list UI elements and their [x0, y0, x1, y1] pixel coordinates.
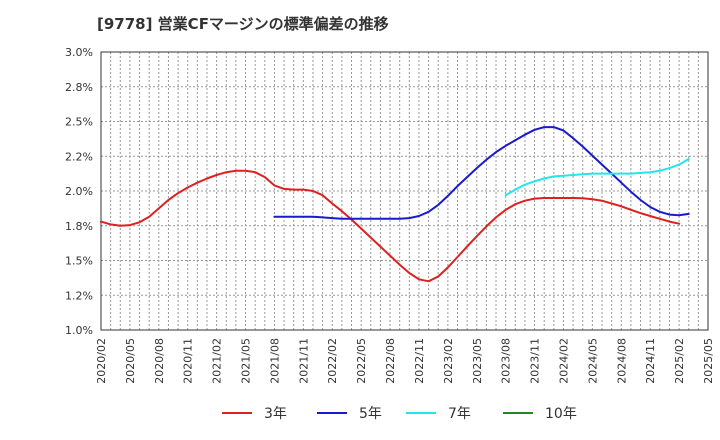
x-tick-label: 2025/05 — [702, 338, 715, 384]
legend-label-0: 3年 — [264, 406, 287, 422]
x-tick-label: 2020/11 — [182, 338, 195, 384]
legend-label-3: 10年 — [545, 406, 577, 422]
x-tick-label: 2023/02 — [442, 338, 455, 384]
series-lines — [100, 126, 690, 283]
x-tick-label: 2024/02 — [557, 338, 570, 384]
x-tick-label: 2022/08 — [384, 338, 397, 384]
x-tick-label: 2022/02 — [326, 338, 339, 384]
x-tick-label: 2024/08 — [615, 338, 628, 384]
y-tick-label: 3.0% — [65, 46, 93, 59]
legend-label-2: 7年 — [448, 406, 471, 422]
y-tick-label: 1.0% — [65, 324, 93, 337]
y-tick-label: 2.5% — [65, 116, 93, 129]
series-line-0 — [100, 169, 681, 283]
x-tick-label: 2022/05 — [355, 338, 368, 384]
x-tick-label: 2021/11 — [297, 338, 310, 384]
x-tick-label: 2025/02 — [673, 338, 686, 384]
legend-label-1: 5年 — [359, 406, 382, 422]
y-axis: 1.0% 1.2% 1.5% 1.8% 2.0% 2.2% 2.5% 2.8% 3.0% — [65, 46, 93, 337]
legend: 3年 5年 7年 10年 — [222, 406, 577, 422]
x-axis: 2020/02 2020/05 2020/08 2020/11 2021/02 2021/… — [95, 338, 715, 384]
series-line-1 — [273, 126, 690, 220]
y-tick-label: 1.5% — [65, 255, 93, 268]
x-tick-label: 2023/08 — [500, 338, 513, 384]
x-tick-label: 2020/08 — [153, 338, 166, 384]
y-tick-label: 2.2% — [65, 150, 93, 163]
x-tick-label: 2020/02 — [95, 338, 108, 384]
y-tick-label: 1.2% — [65, 289, 93, 302]
y-tick-label: 2.8% — [65, 81, 93, 94]
x-tick-label: 2024/05 — [586, 338, 599, 384]
plot-area-border — [100, 51, 709, 331]
x-tick-label: 2021/05 — [240, 338, 253, 384]
chart-title: [9778] 営業CFマージンの標準偏差の推移 — [97, 15, 389, 33]
x-tick-label: 2023/05 — [471, 338, 484, 384]
series-line-2 — [504, 158, 690, 197]
x-tick-label: 2020/05 — [124, 338, 137, 384]
y-tick-label: 2.0% — [65, 185, 93, 198]
y-tick-label: 1.8% — [65, 220, 93, 233]
x-tick-label: 2022/11 — [413, 338, 426, 384]
grid — [101, 52, 708, 330]
x-tick-label: 2021/08 — [268, 338, 281, 384]
x-tick-label: 2023/11 — [529, 338, 542, 384]
x-tick-label: 2024/11 — [644, 338, 657, 384]
x-tick-label: 2021/02 — [211, 338, 224, 384]
